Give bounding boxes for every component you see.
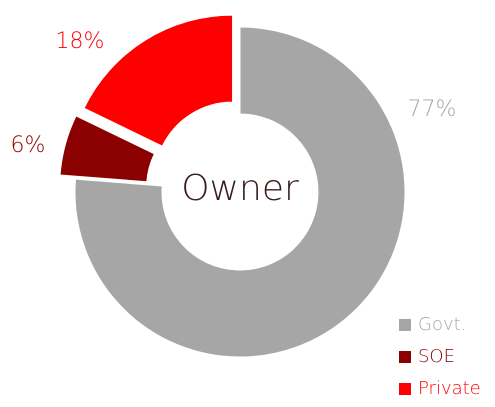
data-label: 6% xyxy=(11,133,46,158)
legend-label: Govt. xyxy=(418,314,466,335)
legend-swatch xyxy=(399,351,411,363)
legend-swatch xyxy=(399,383,411,395)
slice xyxy=(59,115,156,183)
data-label: 77% xyxy=(408,97,457,122)
legend-label: Private xyxy=(418,378,481,399)
data-label: 18% xyxy=(56,29,105,54)
legend-label: SOE xyxy=(418,346,455,367)
chart-title: Owner xyxy=(181,168,299,209)
slice xyxy=(74,26,406,358)
legend-swatch xyxy=(399,319,411,331)
slice xyxy=(83,14,234,147)
